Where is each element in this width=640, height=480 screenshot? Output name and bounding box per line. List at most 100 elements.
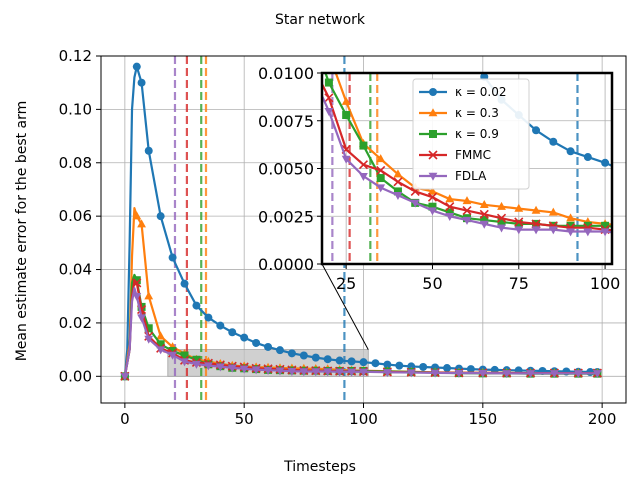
data-point (227, 364, 237, 373)
x-tick-label: 0 (120, 410, 130, 428)
data-point (216, 321, 225, 330)
legend-item: κ = 0.02 (419, 85, 506, 99)
data-point (144, 146, 153, 155)
inset-data-point (445, 213, 455, 222)
inset-data-point (376, 174, 385, 183)
inset-y-tick-label: 0.0000 (258, 255, 314, 274)
inset-data-point (393, 169, 403, 178)
legend-marker (428, 108, 438, 117)
data-point (382, 369, 392, 378)
inset-y-tick-label: 0.0025 (258, 207, 314, 226)
inset-data-point (548, 226, 558, 235)
x-tick-label: 150 (468, 410, 497, 428)
series-group (120, 62, 602, 382)
inset-ticks: 25 50 75 100 0.0000 0.0025 0.0050 0.0075 0.0100 (258, 64, 620, 293)
data-point (137, 314, 146, 323)
inset-y-tick-label: 0.0075 (258, 112, 314, 131)
inset-data-point (531, 226, 541, 235)
data-point (335, 368, 345, 377)
inset-data-point (462, 196, 472, 205)
inset-data-point (566, 228, 575, 237)
x-tick-label: 200 (588, 410, 617, 428)
data-point (132, 276, 141, 285)
x-tick-label: 100 (349, 410, 378, 428)
inset-data-point (532, 126, 541, 135)
inset-data-point (479, 220, 489, 229)
inset-data-point (462, 216, 472, 225)
data-point (192, 360, 201, 369)
inset-data-point (342, 111, 351, 120)
inset-data-point (514, 226, 524, 235)
inset-data-point (427, 192, 438, 202)
zoom-connector (321, 263, 369, 350)
data-point (478, 369, 488, 378)
inset-data-point (566, 221, 575, 230)
inset-data-point (514, 219, 523, 228)
data-point (347, 357, 356, 366)
y-tick-label: 0.10 (59, 100, 92, 118)
inset-data-point (376, 165, 386, 175)
inset-data-point (445, 202, 455, 212)
data-point (323, 368, 333, 377)
y-tick-label: 0.04 (59, 261, 92, 279)
data-point (239, 365, 249, 374)
y-tick-label: 0.06 (59, 207, 92, 225)
data-point (215, 363, 225, 372)
inset-data-point (445, 208, 454, 217)
inset-x-tick-label: 75 (509, 274, 529, 293)
data-point (550, 370, 559, 379)
legend-item: κ = 0.9 (419, 127, 499, 141)
inset-data-point (462, 205, 472, 216)
legend-marker (428, 172, 438, 181)
inset-data-point (497, 217, 506, 226)
inset-y-tick-label: 0.0050 (258, 160, 314, 179)
y-tick-label: 0.08 (59, 154, 92, 172)
data-point (359, 368, 368, 377)
legend-marker (429, 88, 437, 96)
data-point (395, 361, 404, 370)
inset-data-point (480, 216, 489, 225)
inset-data-point (428, 202, 437, 211)
legend-marker (428, 150, 438, 160)
y-axis-label: Mean estimate error for the best arm (14, 101, 30, 362)
inset-data-point (479, 199, 489, 208)
legend-label: FDLA (455, 169, 487, 183)
data-point (526, 370, 535, 379)
legend-marker (429, 130, 437, 138)
data-point (275, 367, 285, 376)
data-point (287, 349, 296, 358)
data-point (156, 331, 166, 340)
data-point (180, 351, 189, 360)
y-tick-label: 0.00 (59, 367, 92, 385)
data-point (311, 353, 320, 362)
data-point (251, 366, 261, 375)
data-point (443, 364, 452, 373)
data-point (252, 338, 261, 347)
data-point (168, 253, 177, 262)
inset-data-point (601, 221, 610, 230)
data-point (299, 351, 308, 360)
data-point (502, 370, 512, 379)
inset-series-markers-FDLA (324, 108, 610, 237)
inset-data-point (549, 137, 558, 146)
inset-data-point (410, 199, 420, 208)
data-point (203, 362, 213, 371)
legend-item: FMMC (419, 148, 491, 162)
legend: κ = 0.02 κ = 0.3 κ = 0.9 FMMC FDLA (412, 78, 530, 190)
data-point (347, 368, 356, 377)
inset-data-point (583, 228, 593, 237)
data-point (132, 278, 142, 288)
inset-data-point (341, 96, 351, 105)
inset-data-point (358, 160, 368, 170)
data-point (371, 359, 380, 368)
inset-data-point (514, 217, 524, 227)
inset-data-point (393, 192, 403, 201)
data-point (144, 335, 154, 344)
ticks: 0 50 100 150 200 0.00 0.02 0.04 0.06 0.08 0.10 0.12 (59, 47, 617, 428)
inset-data-point (548, 207, 558, 216)
data-point (192, 355, 201, 364)
legend-item: FDLA (419, 169, 487, 183)
inset-data-point (393, 187, 402, 196)
inset-data-point (531, 205, 541, 214)
